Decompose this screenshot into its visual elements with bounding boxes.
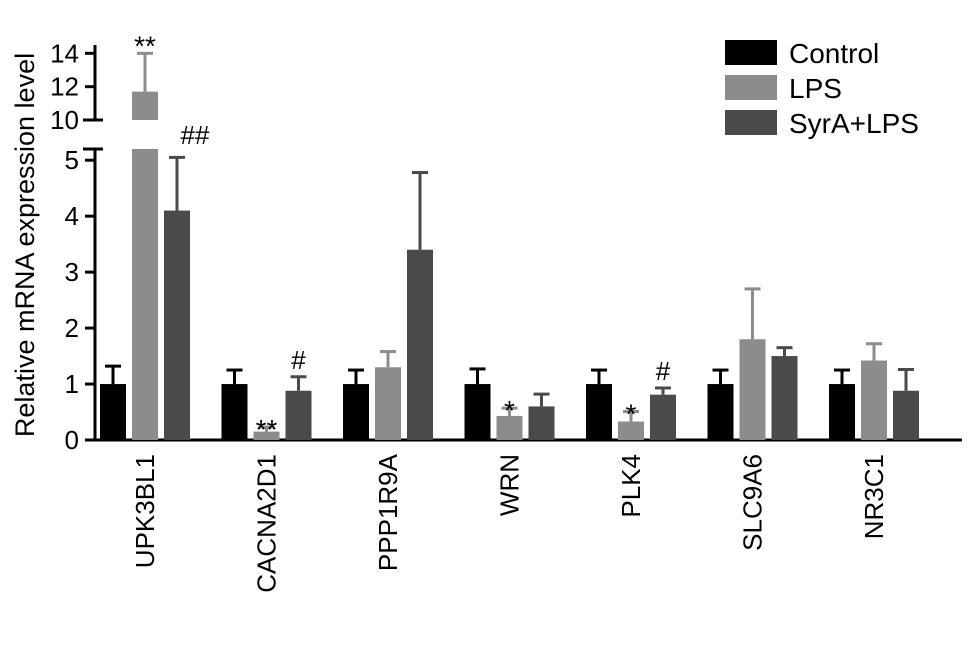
legend-swatch	[725, 40, 777, 65]
bar	[100, 384, 126, 440]
bar	[285, 390, 312, 440]
y-tick-label: 3	[65, 257, 79, 287]
y-tick-label: 12	[50, 72, 79, 102]
bar	[164, 210, 190, 440]
bar	[496, 415, 523, 440]
bar	[343, 384, 369, 440]
bar	[707, 384, 734, 440]
bar	[221, 384, 248, 440]
y-axis-title: Relative mRNA expression level	[10, 53, 40, 437]
significance-label: #	[291, 345, 306, 375]
legend: Control LPS SyrA+LPS	[725, 38, 919, 139]
y-tick-label: 5	[65, 145, 79, 175]
bar	[528, 406, 555, 440]
bar	[650, 394, 676, 440]
bar	[861, 360, 887, 440]
x-tick-label: SLC9A6	[738, 454, 768, 551]
y-tick-label: 4	[65, 201, 79, 231]
x-tick-label: WRN	[495, 454, 525, 516]
significance-label: *	[504, 395, 515, 426]
significance-label: *	[626, 398, 637, 429]
bar	[407, 249, 433, 440]
x-tick-label: CACNA2D1	[252, 454, 282, 593]
significance-label: **	[256, 414, 278, 445]
y-tick-label: 10	[50, 105, 79, 135]
bar	[132, 149, 158, 440]
legend-label: Control	[789, 38, 879, 69]
bar	[618, 421, 644, 440]
legend-label: SyrA+LPS	[789, 108, 919, 139]
legend-swatch	[725, 110, 777, 135]
y-tick-label: 14	[50, 38, 79, 68]
x-tick-label: NR3C1	[859, 454, 889, 539]
bars: **##**#* *#	[100, 30, 919, 445]
bar	[586, 384, 612, 440]
x-tick-label: PPP1R9A	[373, 453, 403, 571]
x-tick-label: PLK4	[616, 454, 646, 518]
significance-label: ##	[181, 120, 210, 150]
bar	[464, 384, 491, 440]
significance-label: **	[134, 30, 156, 61]
y-tick-label: 2	[65, 313, 79, 343]
legend-swatch	[725, 75, 777, 100]
labels: UPK3BL1 CACNA2D1 PPP1R9A WRN PLK4 SLC9A6 NR3C1	[130, 453, 889, 592]
legend-label: LPS	[789, 73, 842, 104]
y-tick-label: 0	[65, 425, 79, 455]
bar	[253, 431, 280, 440]
y-tick-label: 1	[65, 369, 79, 399]
bar	[132, 91, 158, 120]
significance-label: #	[656, 356, 671, 386]
bar	[771, 356, 798, 440]
bar	[893, 390, 919, 440]
bar	[739, 339, 766, 440]
x-tick-label: UPK3BL1	[130, 454, 160, 568]
bar	[375, 367, 401, 440]
bar	[829, 384, 855, 440]
